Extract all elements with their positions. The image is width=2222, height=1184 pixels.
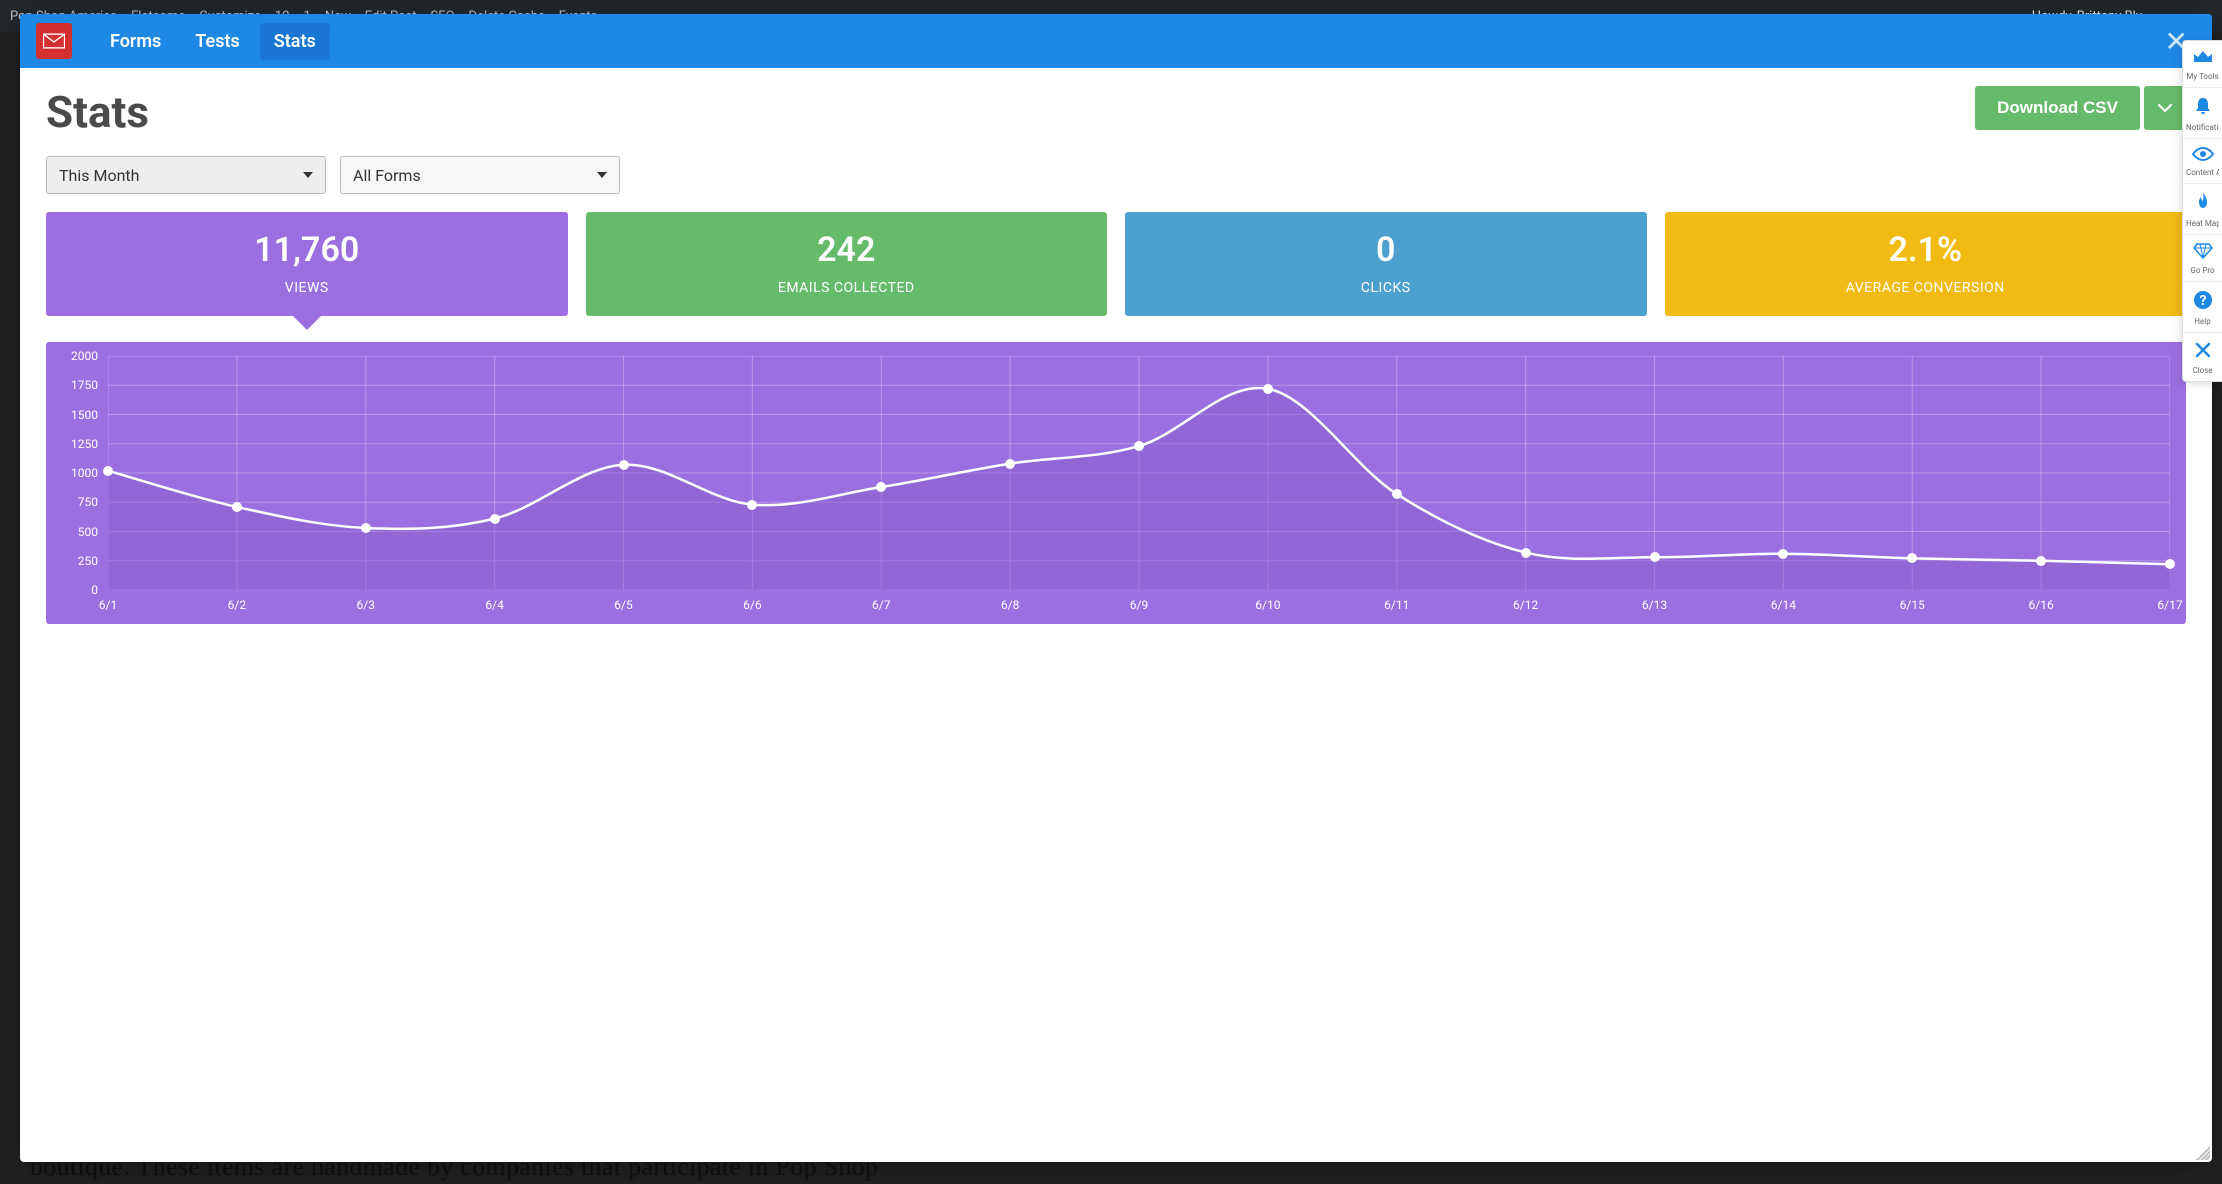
chart-x-tick: 6/16 xyxy=(2029,598,2054,612)
rail-item-label: Close xyxy=(2186,366,2219,375)
chart-x-tick: 6/9 xyxy=(1130,598,1148,612)
period-select[interactable]: This Month xyxy=(46,156,326,194)
chart-x-tick: 6/5 xyxy=(614,598,632,612)
form-select-value: All Forms xyxy=(353,166,421,185)
chart-x-tick: 6/7 xyxy=(872,598,890,612)
chart-y-tick: 250 xyxy=(78,554,98,568)
stat-card-emails-collected[interactable]: 242 EMAILS COLLECTED xyxy=(586,212,1108,316)
rail-item-close[interactable]: Close xyxy=(2183,333,2222,381)
chart-y-tick: 1250 xyxy=(71,437,98,451)
chart-x-tick: 6/8 xyxy=(1001,598,1019,612)
filters-row: This Month All Forms xyxy=(46,156,2186,194)
rail-item-bell[interactable]: Notifications xyxy=(2183,88,2222,139)
chart-y-tick: 500 xyxy=(78,525,98,539)
chart-y-tick: 0 xyxy=(91,583,98,597)
rail-item-eye[interactable]: Content Analytics xyxy=(2183,139,2222,184)
chart-y-tick: 1000 xyxy=(71,466,98,480)
download-csv-options-button[interactable] xyxy=(2144,86,2186,130)
chart-x-tick: 6/1 xyxy=(99,598,117,612)
crown-icon xyxy=(2186,49,2219,69)
resize-handle[interactable] xyxy=(2196,1146,2210,1160)
chart-x-tick: 6/12 xyxy=(1513,598,1538,612)
rail-item-label: Content Analytics xyxy=(2186,168,2219,177)
form-select[interactable]: All Forms xyxy=(340,156,620,194)
chart-x-axis: 6/16/26/36/46/56/66/76/86/96/106/116/126… xyxy=(108,594,2170,616)
rail-item-label: Heat Map xyxy=(2186,219,2219,228)
stat-card-label: EMAILS COLLECTED xyxy=(596,280,1098,296)
stat-card-views[interactable]: 11,760 VIEWS xyxy=(46,212,568,316)
fire-icon xyxy=(2186,192,2219,216)
download-csv-group: Download CSV xyxy=(1975,86,2186,130)
rail-item-help[interactable]: ? Help xyxy=(2183,282,2222,333)
stat-card-label: VIEWS xyxy=(56,280,558,296)
rail-item-fire[interactable]: Heat Map xyxy=(2183,184,2222,235)
chart-x-tick: 6/14 xyxy=(1771,598,1796,612)
tab-stats[interactable]: Stats xyxy=(260,23,330,60)
chart-x-tick: 6/10 xyxy=(1255,598,1280,612)
envelope-icon xyxy=(43,33,65,49)
chart-x-tick: 6/11 xyxy=(1384,598,1409,612)
bell-icon xyxy=(2186,96,2219,120)
rail-item-label: My Tools xyxy=(2186,72,2219,81)
chart-x-tick: 6/3 xyxy=(357,598,375,612)
page-title: Stats xyxy=(46,86,149,138)
chart-x-tick: 6/13 xyxy=(1642,598,1667,612)
chart-x-tick: 6/2 xyxy=(228,598,246,612)
stat-cards: 11,760 VIEWS 242 EMAILS COLLECTED 0 CLICKS 2.1… xyxy=(46,212,2186,316)
download-csv-button[interactable]: Download CSV xyxy=(1975,86,2140,130)
stat-card-label: AVERAGE CONVERSION xyxy=(1675,280,2177,296)
stat-card-value: 0 xyxy=(1135,230,1637,270)
chart-y-tick: 1750 xyxy=(71,378,98,392)
modal-header: FormsTestsStats ✕ xyxy=(20,14,2212,68)
chevron-down-icon xyxy=(2158,98,2172,118)
download-csv-label: Download CSV xyxy=(1997,98,2118,117)
chart-x-tick: 6/15 xyxy=(1900,598,1925,612)
chart-x-tick: 6/4 xyxy=(485,598,503,612)
stat-card-value: 2.1% xyxy=(1675,230,2177,270)
views-chart: 0 250 500 750 1000 1250 1500 1750 2000 6/1 6/2 6/3… xyxy=(46,342,2186,624)
stat-card-clicks[interactable]: 0 CLICKS xyxy=(1125,212,1647,316)
modal-body: Stats Download CSV This Month All Forms xyxy=(20,68,2212,1162)
tab-forms[interactable]: Forms xyxy=(96,23,175,60)
tab-tests[interactable]: Tests xyxy=(181,23,253,60)
dropdown-icon xyxy=(597,172,607,178)
period-select-value: This Month xyxy=(59,166,139,185)
chart-y-axis: 025050075010001250150017502000 xyxy=(56,356,104,590)
rail-item-crown[interactable]: My Tools xyxy=(2183,41,2222,88)
svg-text:?: ? xyxy=(2199,293,2206,309)
rail-item-diamond[interactable]: Go Pro xyxy=(2183,235,2222,282)
rail-item-label: Go Pro xyxy=(2186,266,2219,275)
chart-y-tick: 2000 xyxy=(71,349,98,363)
chart-y-tick: 750 xyxy=(78,495,98,509)
stat-card-value: 11,760 xyxy=(56,230,558,270)
rail-item-label: Notifications xyxy=(2186,123,2219,132)
header-tabs: FormsTestsStats xyxy=(96,23,330,60)
eye-icon xyxy=(2186,147,2219,165)
stats-modal: FormsTestsStats ✕ Stats Download CSV Thi… xyxy=(20,14,2212,1162)
chart-x-tick: 6/6 xyxy=(743,598,761,612)
rail-item-label: Help xyxy=(2186,317,2219,326)
chart-plot xyxy=(108,356,2170,590)
side-rail: My Tools Notifications Content Analytics He… xyxy=(2182,40,2222,382)
close-icon xyxy=(2186,341,2219,363)
diamond-icon xyxy=(2186,243,2219,263)
help-icon: ? xyxy=(2186,290,2219,314)
chart-x-tick: 6/17 xyxy=(2157,598,2182,612)
app-logo[interactable] xyxy=(36,23,72,59)
stat-card-average-conversion[interactable]: 2.1% AVERAGE CONVERSION xyxy=(1665,212,2187,316)
dropdown-icon xyxy=(303,172,313,178)
chart-y-tick: 1500 xyxy=(71,408,98,422)
stat-card-value: 242 xyxy=(596,230,1098,270)
stat-card-label: CLICKS xyxy=(1135,280,1637,296)
